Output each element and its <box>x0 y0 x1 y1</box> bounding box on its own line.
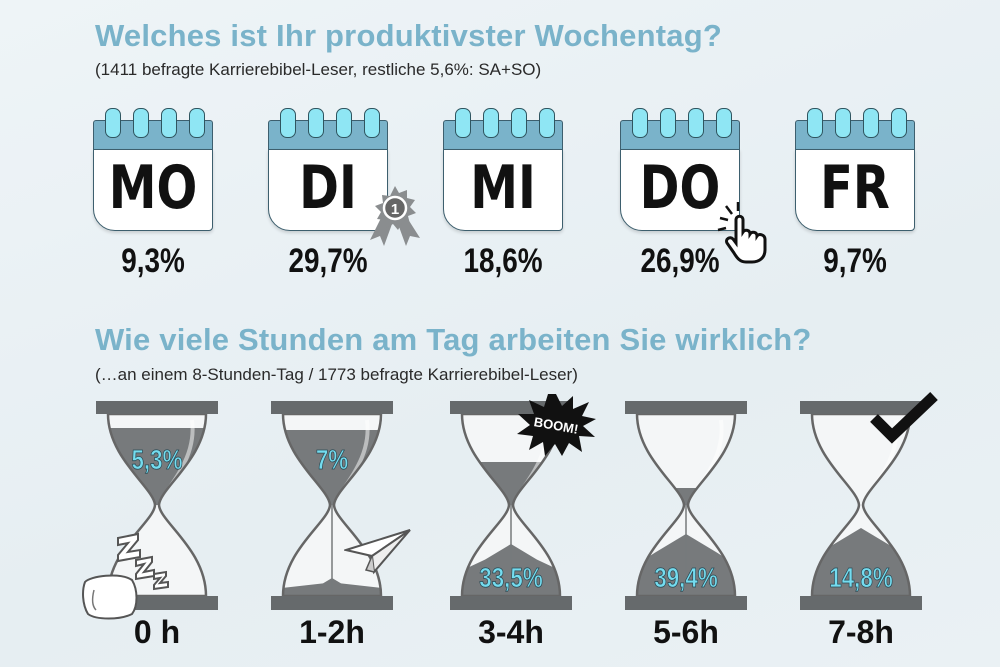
weekday-label: MI <box>470 153 536 223</box>
binder-ring-icon <box>539 108 555 138</box>
weekday-label: MO <box>108 153 198 223</box>
hourglass-bottom-bar <box>625 596 747 610</box>
calendar-mi: MI <box>443 108 563 231</box>
hours-percentage: 33,5% <box>479 562 543 594</box>
binder-ring-icon <box>455 108 471 138</box>
hours-label: 5-6h <box>653 614 719 650</box>
weekday-label: FR <box>820 153 890 223</box>
hours-percentage: 39,4% <box>654 562 718 594</box>
pointing-hand-icon <box>717 202 767 264</box>
hourglass-1: 7% <box>267 400 397 612</box>
calendar-page <box>268 149 388 231</box>
hourglass-top-bar <box>96 401 218 414</box>
calendar-page <box>795 149 915 231</box>
hourglass-top-bar <box>625 401 747 414</box>
weekday-percentage: 29,7% <box>288 242 368 280</box>
hours-label: 7-8h <box>828 614 894 650</box>
bottom-sand <box>812 528 910 596</box>
weekday-label: DO <box>639 153 721 223</box>
binder-ring-icon <box>308 108 324 138</box>
paper-plane-icon <box>344 529 411 575</box>
binder-ring-icon <box>161 108 177 138</box>
award-ribbon-icon: 1 <box>370 186 420 246</box>
binder-ring-icon <box>336 108 352 138</box>
binder-ring-icon <box>364 108 380 138</box>
hourglass-top-bar <box>800 401 922 414</box>
weekday-percentage: 9,3% <box>121 242 185 280</box>
calendar-page <box>443 149 563 231</box>
binder-ring-icon <box>483 108 499 138</box>
hourglass-bottom-bar <box>271 596 393 610</box>
calendar-di: DI <box>268 108 388 231</box>
sleep-zzz-icon <box>82 532 169 620</box>
top-sand <box>637 488 735 505</box>
hours-percentage: 7% <box>315 444 349 476</box>
binder-ring-icon <box>807 108 823 138</box>
hours-label: 3-4h <box>478 614 544 650</box>
weekday-percentage: 9,7% <box>823 242 887 280</box>
hourglass-3: 39,4% <box>621 400 751 612</box>
binder-ring-icon <box>133 108 149 138</box>
top-sand <box>462 462 560 505</box>
binder-ring-icon <box>835 108 851 138</box>
binder-ring-icon <box>688 108 704 138</box>
calendar-fr: FR <box>795 108 915 231</box>
hours-label: 1-2h <box>299 614 365 650</box>
binder-ring-icon <box>511 108 527 138</box>
weekday-label: DI <box>299 153 357 223</box>
binder-ring-icon <box>660 108 676 138</box>
hours-label: 0 h <box>133 614 181 650</box>
hourglass-top-bar <box>271 401 393 414</box>
hours-title: Wie viele Stunden am Tag arbeiten Sie wi… <box>95 322 812 357</box>
binder-ring-icon <box>863 108 879 138</box>
calendar-page <box>620 149 740 231</box>
award-number: 1 <box>391 201 399 218</box>
binder-ring-icon <box>105 108 121 138</box>
weekday-subtitle: (1411 befragte Karrierebibel-Leser, rest… <box>95 60 542 79</box>
binder-ring-icon <box>189 108 205 138</box>
hours-subtitle: (…an einem 8-Stunden-Tag / 1773 befragte… <box>95 365 578 384</box>
calendar-do: DO <box>620 108 740 231</box>
hourglass-4: 14,8% <box>796 400 926 612</box>
boom-burst-icon: BOOM! <box>517 394 596 456</box>
pillow-icon <box>82 574 138 620</box>
hourglass-bottom-bar <box>800 596 922 610</box>
weekday-percentage: 26,9% <box>640 242 720 280</box>
binder-ring-icon <box>280 108 296 138</box>
hours-percentage: 5,3% <box>131 444 183 476</box>
weekday-title: Welches ist Ihr produktivster Wochentag? <box>95 18 722 53</box>
calendar-page <box>93 149 213 231</box>
hourglass-bottom-bar <box>450 596 572 610</box>
calendar-mo: MO <box>93 108 213 231</box>
hourglass-2: 33,5% <box>446 400 576 612</box>
hours-percentage: 14,8% <box>829 562 893 594</box>
binder-ring-icon <box>632 108 648 138</box>
checkmark-icon <box>870 392 938 444</box>
weekday-percentage: 18,6% <box>463 242 543 280</box>
binder-ring-icon <box>716 108 732 138</box>
binder-ring-icon <box>891 108 907 138</box>
